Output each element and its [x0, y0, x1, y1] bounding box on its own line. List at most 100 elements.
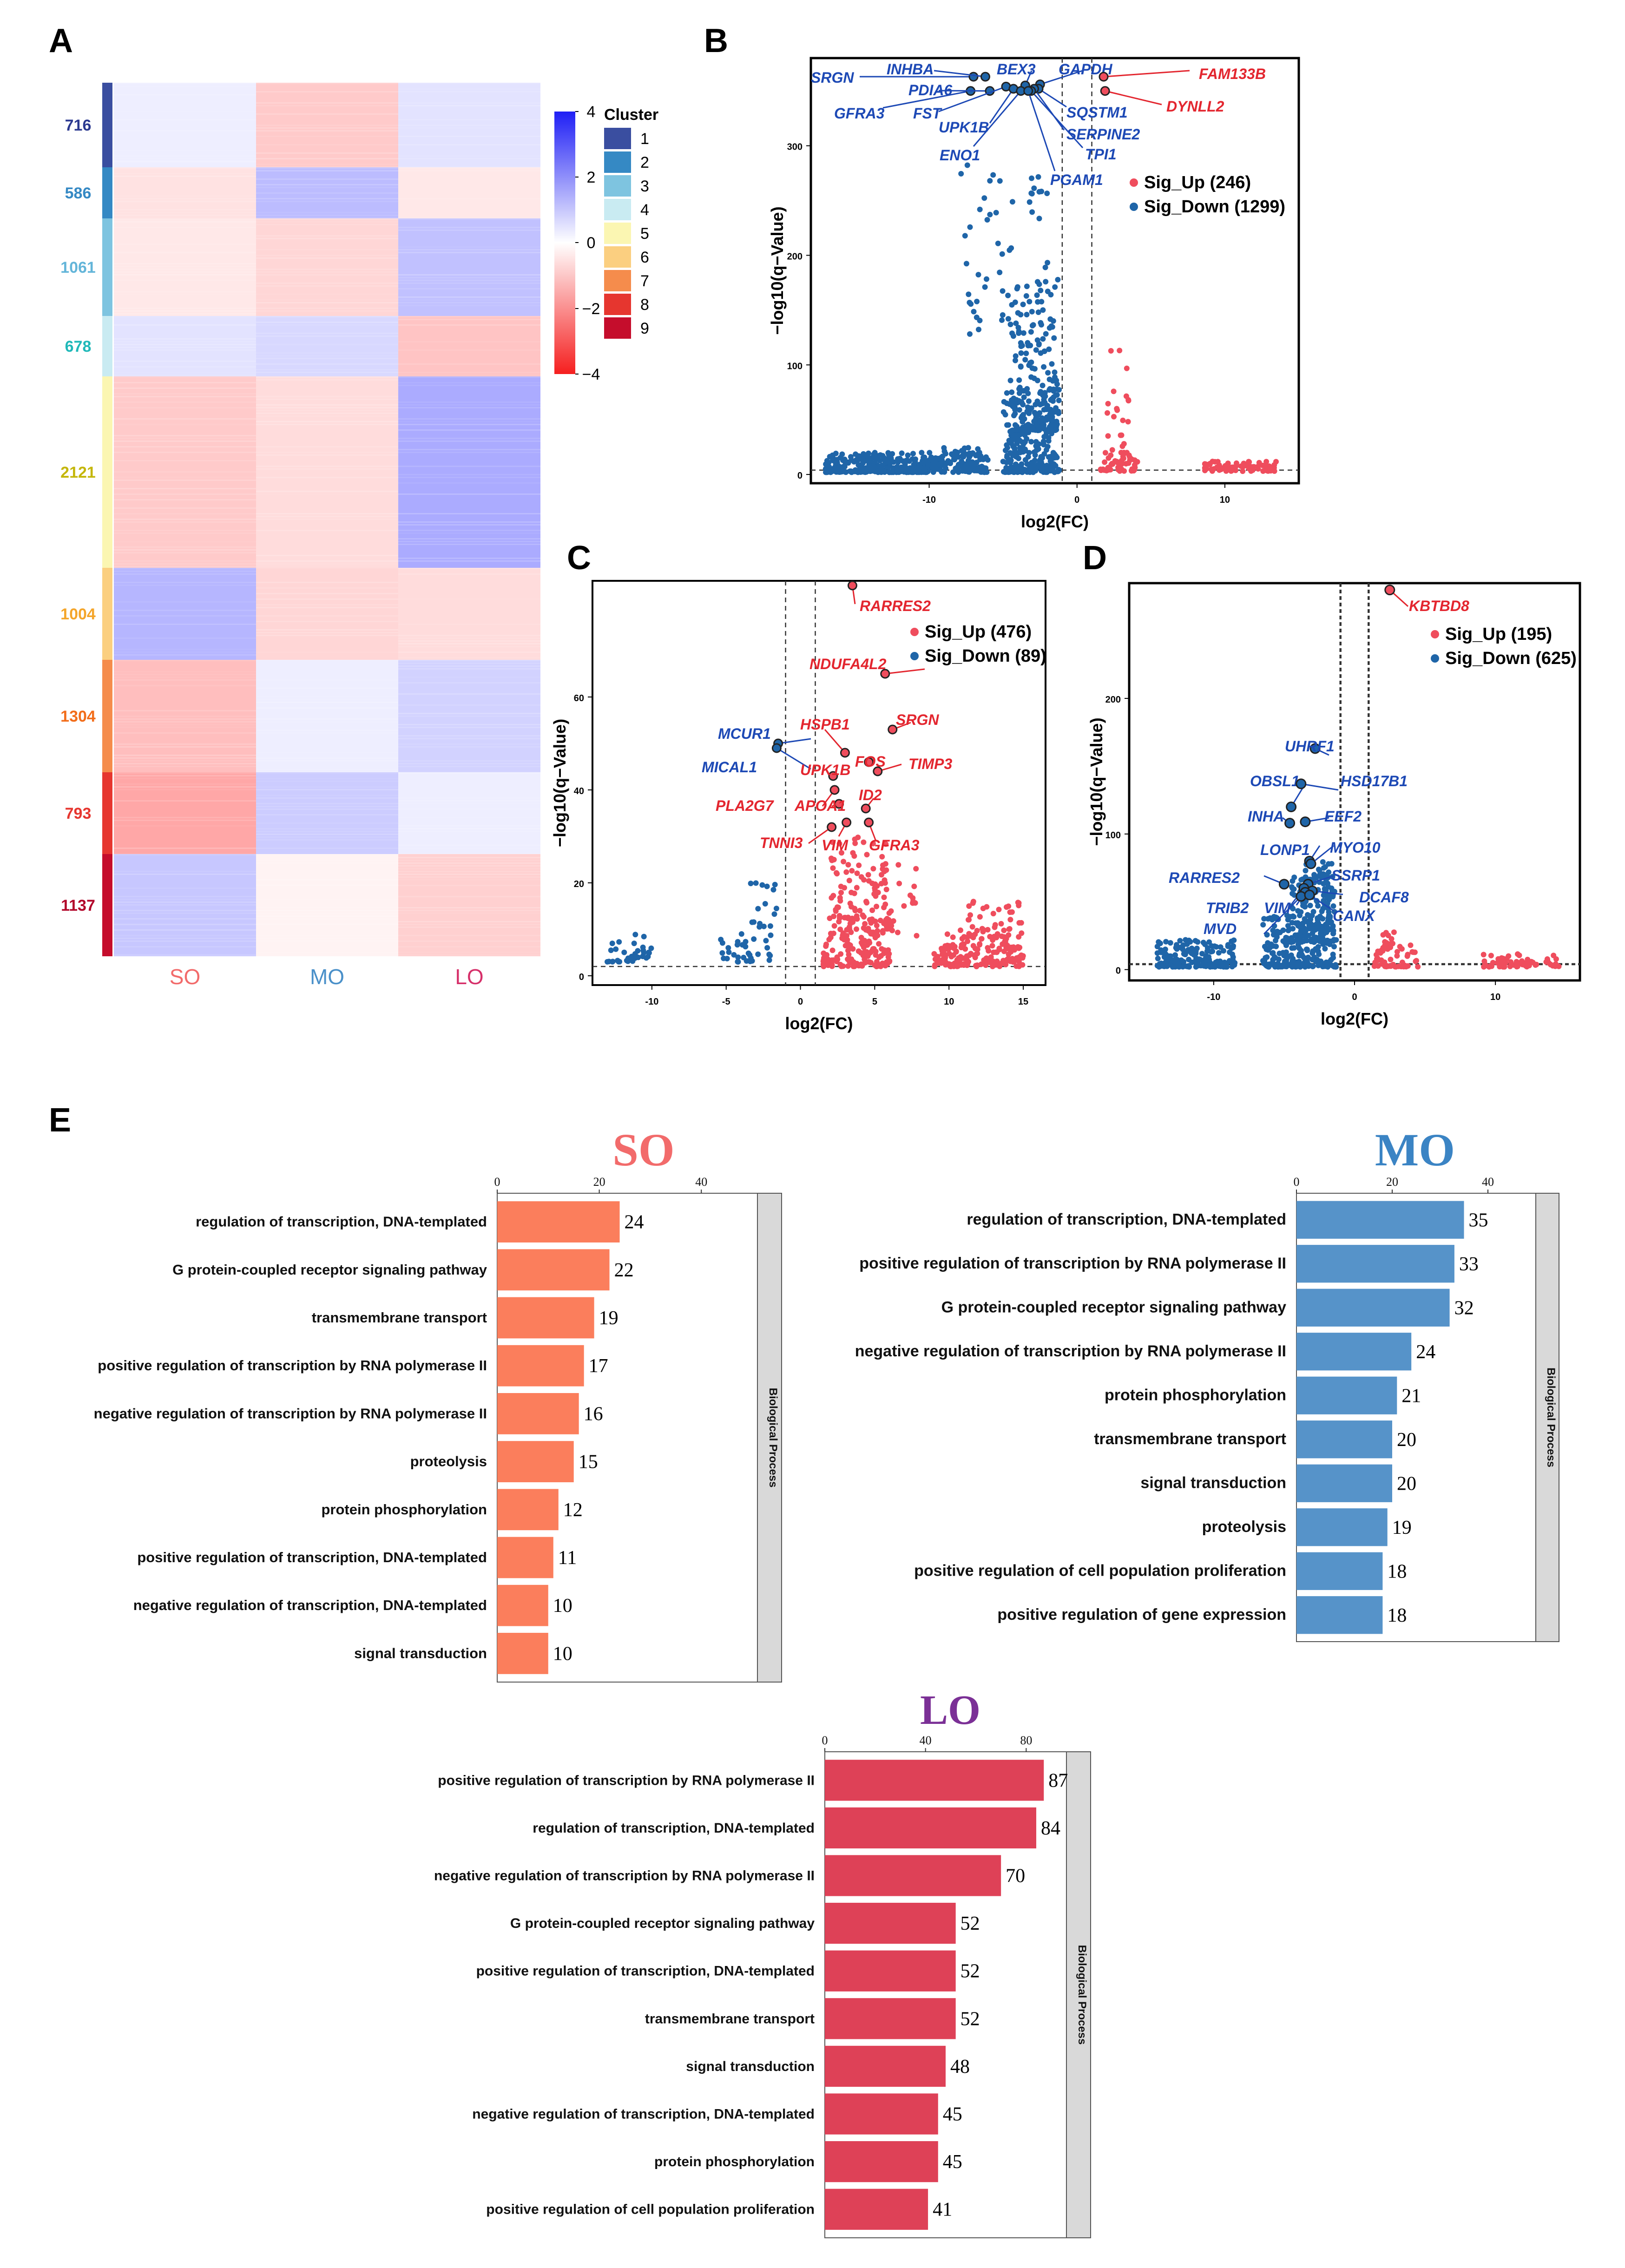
points	[822, 162, 1279, 475]
sig-down-point	[1036, 216, 1042, 222]
bar-value-0: 24	[625, 1212, 644, 1233]
gene-label: PLA2G7	[716, 797, 775, 814]
heat-line	[256, 352, 398, 354]
highlight-point	[1384, 585, 1395, 596]
heat-line	[256, 918, 398, 920]
sig-up-point	[1394, 953, 1400, 959]
bar-category-0: positive regulation of transcription by …	[438, 1773, 815, 1788]
heat-line	[114, 263, 256, 264]
sig-up-point	[1255, 466, 1261, 472]
heat-texture-4-1	[256, 316, 398, 376]
heat-line	[398, 760, 540, 762]
sig-up-point	[1526, 963, 1532, 968]
heat-line	[256, 907, 398, 908]
sig-down-point	[1294, 938, 1300, 944]
sig-down-point	[966, 460, 971, 466]
sig-down-point	[646, 949, 652, 955]
bar-6	[497, 1489, 559, 1531]
heat-line	[114, 446, 256, 447]
sig-down-point	[851, 459, 857, 465]
sig-down-point	[1291, 945, 1297, 951]
heat-cell-5-0	[114, 376, 256, 568]
sig-down-point	[1039, 382, 1046, 388]
heat-line	[256, 355, 398, 356]
heat-texture-9-2	[398, 854, 540, 956]
legend-label-8: 8	[640, 296, 649, 314]
heat-line	[256, 212, 398, 213]
heat-line	[256, 679, 398, 681]
x-tick-label: 0	[798, 997, 803, 1007]
sig-down-point	[1023, 293, 1029, 299]
sig-up-point	[1533, 962, 1539, 968]
bar-value-5: 15	[579, 1452, 598, 1473]
heat-line	[398, 924, 540, 925]
heat-line	[114, 167, 256, 169]
panel-letter-1: B	[704, 22, 728, 59]
sig-up-point	[911, 883, 917, 889]
heat-cell-2-2	[398, 167, 540, 218]
sig-down-point	[643, 955, 649, 961]
heat-line	[398, 663, 540, 664]
heat-line	[114, 252, 256, 253]
cluster-bar-7	[102, 660, 112, 772]
heat-line	[398, 913, 540, 914]
sig-up-point	[862, 949, 868, 955]
sig-up-point	[1383, 940, 1389, 946]
sig-up-point	[881, 905, 887, 910]
heat-line	[256, 598, 398, 600]
heat-line	[256, 519, 398, 520]
scale-tick-label-0: 4	[587, 103, 596, 121]
sig-up-point	[1233, 463, 1239, 469]
heat-line	[256, 915, 398, 917]
heat-line	[256, 814, 398, 815]
sig-down-point	[1325, 906, 1331, 912]
sig-down-point	[1019, 427, 1025, 434]
bar-0	[1296, 1201, 1464, 1239]
sig-up-point	[838, 963, 844, 969]
sig-down-point	[621, 949, 627, 955]
bar-x-tick-label: 40	[920, 1734, 932, 1747]
heat-cell-8-1	[256, 772, 398, 854]
heat-line	[256, 938, 398, 939]
heat-line	[256, 699, 398, 700]
heat-line	[398, 166, 540, 168]
heat-line	[114, 521, 256, 523]
sig-down-point	[872, 454, 878, 460]
sig-down-point	[1039, 415, 1045, 421]
sig-down-point	[1289, 878, 1296, 884]
legend-swatch-4	[604, 199, 631, 220]
gene-labels: KBTBD8 UHRF1 OBSL1 HSD17B1 INHA EEF2 LONP1 MYO1…	[1169, 585, 1469, 937]
heat-line	[398, 91, 540, 92]
bar-value-0: 87	[1048, 1770, 1068, 1791]
heat-line	[398, 907, 540, 908]
sig-up-point	[846, 952, 852, 958]
sig-down-point	[1052, 284, 1058, 290]
heat-line	[398, 854, 540, 855]
sig-up-point	[851, 890, 857, 896]
heat-cell-4-2	[398, 316, 540, 376]
plot-frame	[592, 580, 1046, 986]
heat-line	[114, 266, 256, 267]
heat-line	[256, 308, 398, 309]
bar-3	[1296, 1333, 1412, 1371]
heat-line	[256, 795, 398, 796]
x-tick-label: 10	[1490, 992, 1500, 1002]
heat-line	[398, 927, 540, 928]
sig-down-point	[753, 880, 759, 886]
y-tick-label: 200	[1105, 695, 1121, 705]
sig-up-point	[1013, 963, 1020, 969]
heat-line	[398, 940, 540, 942]
heat-line	[114, 376, 256, 378]
heat-line	[398, 477, 540, 478]
sig-up-point	[1408, 942, 1414, 948]
sig-down-point	[1290, 926, 1296, 932]
heat-cell-1-1	[256, 83, 398, 167]
heat-line	[114, 83, 256, 84]
heat-line	[114, 477, 256, 478]
heat-line	[256, 333, 398, 334]
sig-down-point	[1053, 423, 1059, 429]
sig-down-point	[1222, 960, 1228, 966]
heat-line	[256, 632, 398, 633]
sig-down-point	[731, 952, 737, 958]
sig-up-point	[830, 893, 836, 899]
